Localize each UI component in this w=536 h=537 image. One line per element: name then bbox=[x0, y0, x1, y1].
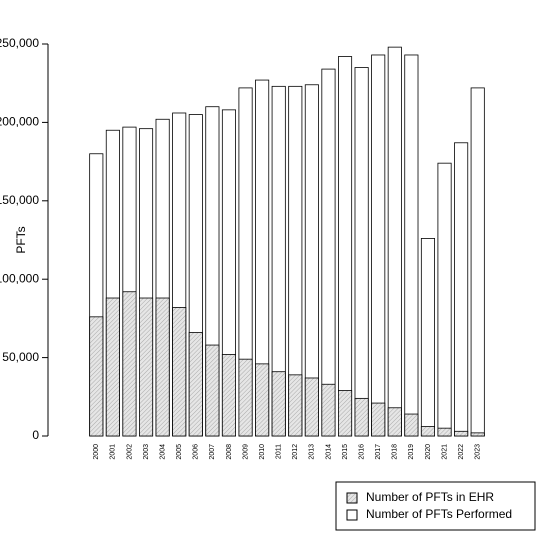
x-tick-label: 2022 bbox=[458, 444, 465, 460]
x-tick-label: 2021 bbox=[441, 444, 448, 460]
bar bbox=[255, 363, 270, 437]
bar bbox=[105, 297, 120, 437]
x-tick-label: 2023 bbox=[475, 444, 482, 460]
bar bbox=[454, 430, 469, 437]
bar bbox=[387, 46, 402, 437]
bar bbox=[354, 67, 369, 437]
x-tick-label: 2004 bbox=[159, 444, 166, 460]
x-tick-label: 2015 bbox=[342, 444, 349, 460]
bar bbox=[470, 432, 485, 437]
y-tick-label: 250,000 bbox=[0, 36, 39, 50]
bar bbox=[387, 407, 402, 437]
x-tick-label: 2019 bbox=[408, 444, 415, 460]
bar bbox=[304, 377, 319, 437]
bar bbox=[354, 397, 369, 437]
y-axis-label: PFTs bbox=[14, 226, 28, 253]
bar bbox=[188, 332, 203, 437]
legend-swatch bbox=[346, 492, 358, 504]
y-tick-label: 200,000 bbox=[0, 115, 39, 129]
x-tick-label: 2002 bbox=[126, 444, 133, 460]
legend-label: Number of PFTs Performed bbox=[366, 507, 512, 521]
bar bbox=[139, 297, 154, 437]
bar bbox=[271, 371, 286, 437]
bar bbox=[205, 344, 220, 437]
x-tick-label: 2013 bbox=[309, 444, 316, 460]
bar bbox=[437, 162, 452, 437]
x-tick-label: 2005 bbox=[176, 444, 183, 460]
x-tick-label: 2003 bbox=[143, 444, 150, 460]
bar bbox=[221, 354, 236, 437]
bar bbox=[420, 238, 435, 437]
bar bbox=[89, 316, 104, 437]
legend-box bbox=[335, 481, 536, 531]
bar bbox=[371, 402, 386, 437]
x-tick-label: 2001 bbox=[110, 444, 117, 460]
bar bbox=[454, 142, 469, 437]
x-tick-label: 2018 bbox=[392, 444, 399, 460]
bar bbox=[470, 87, 485, 437]
bar bbox=[321, 68, 336, 437]
bar bbox=[338, 390, 353, 437]
bar bbox=[404, 413, 419, 437]
x-tick-label: 2011 bbox=[276, 444, 283, 459]
bar bbox=[122, 291, 137, 437]
x-tick-label: 2016 bbox=[358, 444, 365, 460]
legend-swatch bbox=[346, 509, 358, 521]
x-tick-label: 2014 bbox=[325, 444, 332, 460]
y-tick-label: 0 bbox=[32, 428, 39, 442]
bar bbox=[404, 54, 419, 437]
x-tick-label: 2000 bbox=[93, 444, 100, 460]
x-tick-label: 2007 bbox=[209, 444, 216, 460]
x-tick-label: 2010 bbox=[259, 444, 266, 460]
bar bbox=[155, 297, 170, 437]
bar bbox=[288, 374, 303, 437]
x-tick-label: 2008 bbox=[226, 444, 233, 460]
x-tick-label: 2017 bbox=[375, 444, 382, 460]
y-tick-label: 100,000 bbox=[0, 271, 39, 285]
bar bbox=[420, 426, 435, 437]
legend-label: Number of PFTs in EHR bbox=[366, 490, 494, 504]
y-tick-label: 50,000 bbox=[2, 350, 39, 364]
x-tick-label: 2009 bbox=[242, 444, 249, 460]
y-tick-label: 150,000 bbox=[0, 193, 39, 207]
x-tick-label: 2020 bbox=[425, 444, 432, 460]
x-tick-label: 2012 bbox=[292, 444, 299, 460]
bar bbox=[437, 427, 452, 437]
bar bbox=[238, 358, 253, 437]
bar bbox=[371, 54, 386, 437]
bar bbox=[172, 307, 187, 437]
bar bbox=[321, 383, 336, 437]
x-tick-label: 2006 bbox=[193, 444, 200, 460]
bar bbox=[338, 56, 353, 437]
